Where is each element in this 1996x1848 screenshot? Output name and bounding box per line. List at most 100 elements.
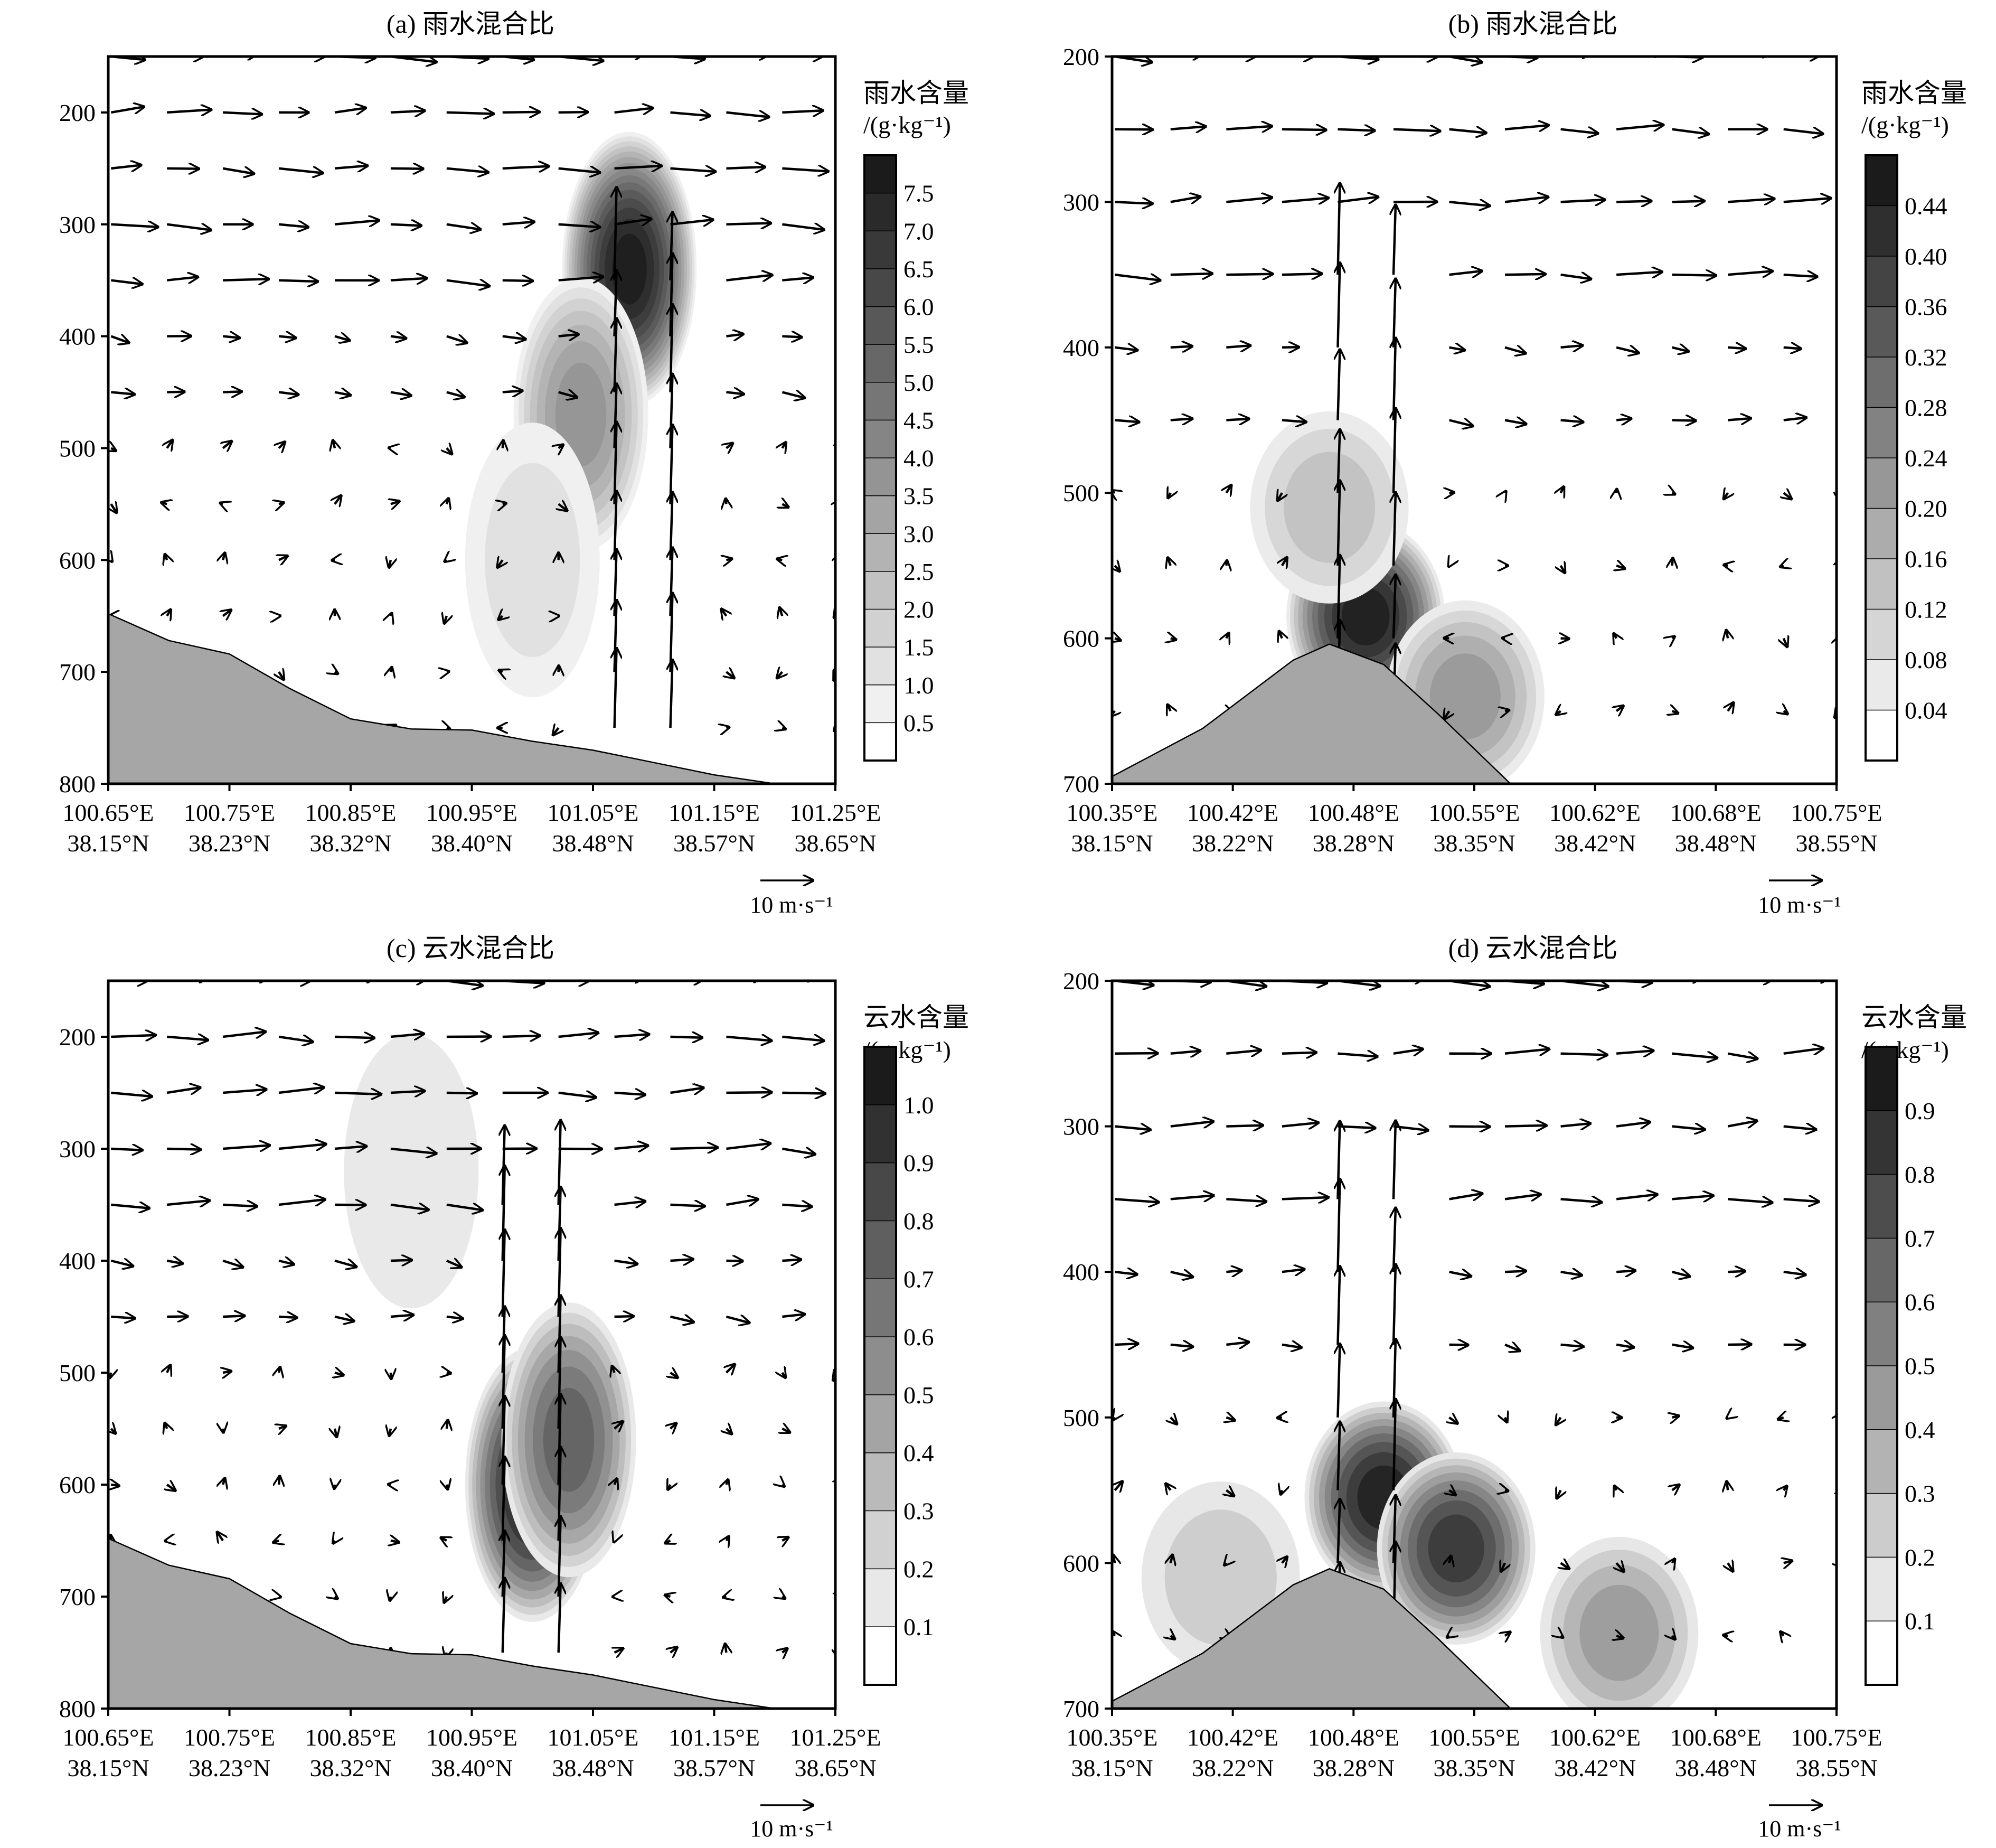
wind-vector (782, 1037, 824, 1041)
wind-vector (391, 501, 399, 504)
wind-vector (444, 1597, 447, 1602)
wind-vector (726, 1317, 749, 1323)
x-tick-label-lon: 100.55°E (1429, 1724, 1520, 1751)
y-tick-label: 200 (1063, 43, 1099, 70)
wind-vector (166, 224, 211, 230)
x-tick-label-lon: 100.35°E (1067, 1724, 1158, 1751)
colorbar-swatch (864, 193, 896, 231)
colorbar-title: 雨水含量 (1861, 78, 1967, 108)
wind-vector (1504, 348, 1526, 353)
wind-vector (1839, 1563, 1843, 1566)
wind-vector (223, 391, 241, 392)
colorbar-tick-label: 0.4 (903, 1440, 934, 1467)
colorbar-tick-label: 6.0 (903, 294, 934, 321)
wind-vector (335, 1429, 337, 1437)
y-axis: 200 300 400 500 600 700 800 (59, 99, 108, 798)
wind-vector (670, 1037, 702, 1038)
wind-vector (1504, 1049, 1549, 1054)
wind-vector (1783, 1272, 1806, 1274)
wind-vector (671, 1647, 677, 1653)
wind-vector (782, 1093, 825, 1094)
panel-title: (c) 云水混合比 (387, 933, 554, 963)
wind-vector (334, 1485, 335, 1489)
colorbar-swatch (1866, 508, 1897, 559)
colorbar-tick-label: 4.5 (903, 407, 934, 434)
wind-vector (502, 336, 526, 340)
wind-vector (1115, 202, 1152, 203)
x-tick-label-lat: 38.42°N (1554, 1755, 1636, 1781)
wind-vector (278, 1037, 313, 1042)
wind-vector (390, 1149, 437, 1153)
wind-vector (782, 1537, 788, 1541)
wind-vector (1727, 1481, 1728, 1490)
wind-vector (1168, 705, 1171, 711)
wind-vector (391, 667, 392, 672)
colorbar-tick-label: 2.5 (903, 558, 934, 585)
wind-vector (391, 1541, 399, 1542)
wind-vector (838, 1317, 862, 1323)
wind-vector (222, 336, 240, 338)
wind-vector (1449, 1194, 1483, 1199)
wind-vector (1724, 565, 1728, 566)
colorbar-tick-label: 0.7 (1905, 1225, 1935, 1252)
wind-vector (1505, 710, 1509, 711)
wind-vector (1561, 566, 1565, 573)
colorbar: 云水含量 /(g·kg⁻¹) 1.00.90.80.70.60.50.40.30… (863, 1002, 969, 1686)
wind-vector (1226, 560, 1227, 566)
wind-vector (1672, 1636, 1675, 1639)
wind-vector (1504, 197, 1548, 202)
wind-vector (279, 1476, 280, 1485)
wind-vector (1168, 493, 1171, 498)
wind-vector (1394, 1121, 1396, 1199)
wind-vector (838, 553, 841, 560)
wind-vector (1504, 1125, 1547, 1127)
wind-vector (497, 560, 503, 567)
y-tick-label: 200 (59, 99, 96, 126)
wind-vector (726, 112, 769, 117)
wind-vector (1504, 420, 1526, 424)
wind-vector (1728, 1344, 1751, 1345)
wind-vector (446, 336, 467, 343)
wind-vector (165, 554, 167, 560)
wind-vector (1170, 1272, 1193, 1277)
wind-vector (615, 648, 617, 728)
wind-vector (446, 1036, 491, 1037)
x-tick-label-lon: 101.25°E (790, 1724, 881, 1751)
colorbar: 雨水含量 /(g·kg⁻¹) 7.5 7.0 6.5 6.0 5.5 5.0 4.5 4.0 3… (863, 78, 969, 762)
wind-vector (671, 254, 673, 336)
wind-vector (615, 383, 617, 448)
contour-level (344, 1034, 479, 1309)
shading-blob (501, 1302, 636, 1578)
wind-vector (1394, 492, 1396, 566)
wind-vector (1561, 1563, 1569, 1569)
colorbar-tick-label: 7.5 (903, 180, 934, 207)
wind-vector (782, 1373, 785, 1377)
wind-vector (334, 1317, 354, 1321)
wind-vector (333, 440, 335, 448)
colorbar-tick-label: 0.9 (903, 1150, 934, 1177)
x-axis: 100.65°E 38.15°N 100.75°E 38.23°N 100.85°E 38… (63, 784, 881, 857)
x-tick-label-lat: 38.48°N (552, 830, 634, 857)
wind-vector (1449, 1418, 1458, 1423)
wind-vector (390, 111, 425, 112)
wind-vector (1170, 1121, 1213, 1126)
terrain (1112, 643, 1837, 784)
panel-title: (a) 雨水混合比 (387, 9, 554, 39)
wind-vector (446, 168, 488, 172)
wind-vector (110, 107, 144, 112)
colorbar-title: 云水含量 (863, 1002, 969, 1032)
wind-vector (441, 1537, 447, 1541)
wind-vector (278, 1261, 294, 1264)
wind-vector (614, 166, 662, 168)
x-tick-label-lat: 38.48°N (1675, 830, 1757, 857)
y-tick-label: 700 (59, 1583, 96, 1610)
wind-vector (782, 1485, 784, 1486)
wind-vector (1560, 200, 1605, 202)
wind-vector (1170, 196, 1200, 202)
wind-vector (1784, 493, 1792, 499)
colorbar-tick-label: 1.5 (903, 634, 934, 661)
wind-vector (502, 222, 534, 224)
colorbar-tick-label: 0.7 (903, 1265, 934, 1292)
colorbar-tick-label: 0.5 (1905, 1353, 1935, 1380)
x-tick-label-lon: 100.95°E (426, 799, 517, 826)
